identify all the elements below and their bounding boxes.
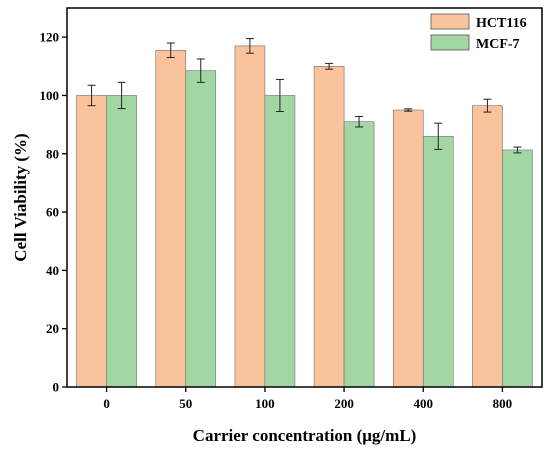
bar-hct116-50 — [155, 49, 187, 388]
x-tick-label-100: 100 — [255, 396, 275, 411]
legend: HCT116 MCF-7 — [430, 13, 527, 52]
x-tick-label-50: 50 — [179, 396, 192, 411]
x-tick-label-800: 800 — [493, 396, 513, 411]
x-tick-label-0: 0 — [103, 396, 110, 411]
bar-mcf7-400 — [422, 135, 454, 388]
bar-hct116-400 — [392, 109, 424, 388]
legend-swatch-mcf7 — [430, 34, 470, 51]
plot-area-frame — [66, 7, 543, 388]
bar-hct116-0 — [76, 95, 107, 388]
bar-hct116-800 — [472, 105, 503, 388]
y-tick-label-80: 80 — [46, 146, 59, 161]
bar-mcf7-800 — [502, 149, 533, 388]
x-tick-label-400: 400 — [414, 396, 434, 411]
legend-label-mcf7: MCF-7 — [476, 37, 520, 52]
legend-swatch-hct116 — [430, 13, 470, 30]
y-axis: 0 20 40 60 80 100 120 — [40, 30, 67, 395]
y-tick-label-120: 120 — [40, 30, 60, 45]
error-bars-layer — [87, 38, 522, 154]
bar-mcf7-200 — [343, 121, 375, 388]
bar-hct116-100 — [234, 45, 266, 388]
y-axis-title: Cell Viability (%) — [11, 133, 30, 261]
y-tick-label-60: 60 — [46, 205, 59, 220]
bars-layer — [76, 45, 533, 388]
y-tick-label-20: 20 — [46, 321, 59, 336]
legend-label-hct116: HCT116 — [476, 16, 527, 31]
y-tick-label-0: 0 — [53, 380, 60, 395]
x-tick-label-200: 200 — [334, 396, 354, 411]
x-axis-title: Carrier concentration (μg/mL) — [193, 426, 417, 445]
bar-mcf7-50 — [185, 70, 217, 388]
bar-mcf7-100 — [264, 95, 296, 388]
y-tick-label-100: 100 — [40, 88, 60, 103]
bar-mcf7-0 — [106, 95, 137, 388]
x-axis: 0 50 100 200 400 800 — [103, 387, 512, 411]
bar-hct116-200 — [313, 66, 345, 388]
y-tick-label-40: 40 — [46, 263, 59, 278]
